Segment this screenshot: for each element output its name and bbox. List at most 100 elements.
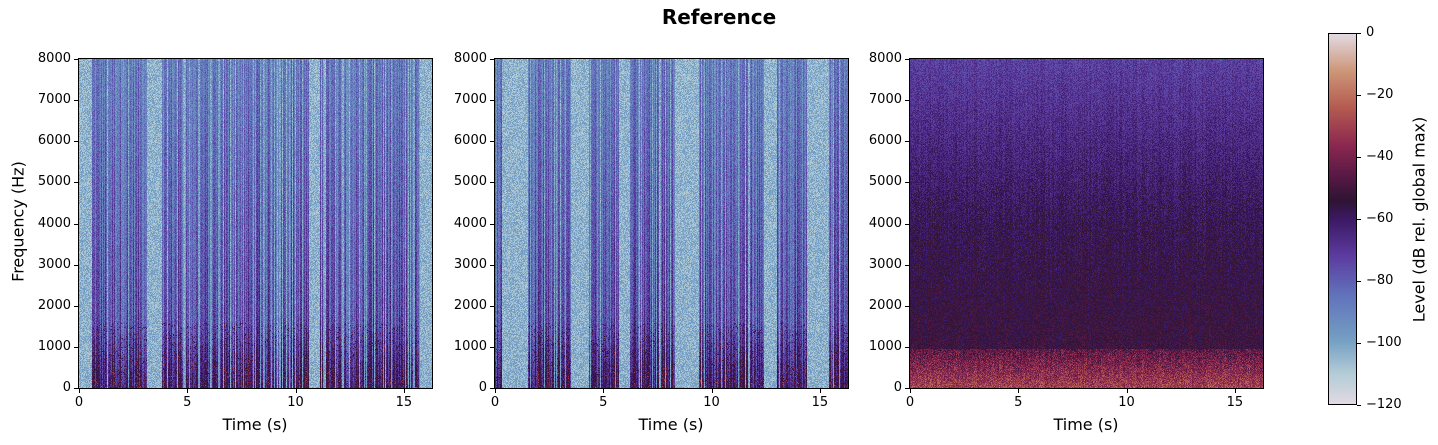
y-tick-label: 3000 [868, 256, 902, 272]
colorbar-tick-mark [1357, 33, 1361, 34]
spectrogram-image-3 [910, 59, 1263, 388]
y-tick-label: 5000 [37, 174, 71, 190]
x-tick-label: 15 [1226, 395, 1244, 410]
y-tick-mark [905, 100, 909, 102]
y-tick-mark [74, 264, 78, 266]
x-axis-label: Time (s) [1053, 415, 1119, 434]
y-tick-label: 4000 [453, 215, 487, 231]
y-tick-label: 8000 [453, 51, 487, 66]
x-tick-label: 10 [287, 395, 304, 410]
figure-title: Reference [661, 5, 777, 29]
x-tick-label: 10 [703, 395, 720, 410]
colorbar [1328, 33, 1357, 405]
spectrogram-panel-1 [78, 58, 433, 389]
y-tick-mark [490, 223, 494, 225]
y-tick-label: 3000 [453, 256, 487, 272]
y-tick-mark [74, 59, 78, 60]
colorbar-tick-label: −100 [1366, 335, 1402, 350]
x-tick-mark [79, 389, 80, 393]
y-tick-mark [905, 346, 909, 348]
y-tick-label: 8000 [37, 51, 71, 66]
y-tick-label: 7000 [453, 92, 487, 108]
x-tick-label: 0 [74, 395, 84, 410]
x-axis-label: Time (s) [222, 415, 288, 434]
y-tick-label: 4000 [37, 215, 71, 231]
colorbar-gradient [1329, 34, 1356, 404]
y-tick-label: 2000 [868, 297, 902, 313]
y-tick-label: 7000 [868, 92, 902, 108]
y-tick-label: 1000 [37, 338, 71, 354]
y-tick-label: 2000 [453, 297, 487, 313]
colorbar-tick-label: −40 [1366, 149, 1394, 164]
colorbar-tick-mark [1357, 219, 1361, 220]
y-tick-mark [74, 141, 78, 143]
x-tick-label: 15 [811, 395, 829, 410]
y-tick-label: 8000 [868, 51, 902, 66]
y-axis-label: Frequency (Hz) [8, 161, 28, 282]
x-tick-mark [1234, 389, 1236, 393]
y-tick-mark [74, 346, 78, 348]
y-tick-label: 2000 [37, 297, 71, 313]
y-tick-mark [74, 305, 78, 307]
y-tick-mark [490, 388, 494, 389]
x-tick-mark [603, 389, 605, 393]
colorbar-tick-label: −60 [1366, 211, 1394, 226]
y-tick-mark [905, 264, 909, 266]
x-tick-label: 0 [905, 395, 915, 410]
y-tick-mark [490, 59, 494, 60]
y-tick-label: 1000 [453, 338, 487, 354]
x-tick-mark [1126, 389, 1128, 393]
x-tick-label: 0 [490, 395, 500, 410]
y-tick-label: 0 [478, 380, 487, 395]
y-tick-label: 0 [893, 380, 902, 395]
spectrogram-panel-2 [494, 58, 849, 389]
y-tick-mark [490, 264, 494, 266]
x-tick-mark [495, 389, 496, 393]
y-tick-mark [74, 182, 78, 184]
y-tick-mark [905, 388, 909, 389]
colorbar-label: Level (dB rel. global max) [1409, 116, 1429, 323]
colorbar-tick-label: −20 [1366, 87, 1394, 102]
y-tick-label: 1000 [868, 338, 902, 354]
y-tick-mark [905, 223, 909, 225]
y-tick-mark [490, 182, 494, 184]
y-tick-mark [490, 305, 494, 307]
x-tick-mark [403, 389, 405, 393]
colorbar-tick-mark [1357, 157, 1361, 158]
y-tick-mark [74, 388, 78, 389]
colorbar-tick-mark [1357, 281, 1361, 282]
x-tick-mark [711, 389, 713, 393]
y-tick-mark [905, 305, 909, 307]
spectrogram-panel-3 [909, 58, 1264, 389]
y-tick-label: 7000 [37, 92, 71, 108]
y-tick-mark [490, 346, 494, 348]
x-axis-label: Time (s) [638, 415, 704, 434]
y-tick-label: 4000 [868, 215, 902, 231]
colorbar-tick-mark [1357, 95, 1361, 96]
colorbar-tick-label: −80 [1366, 273, 1394, 288]
x-tick-label: 5 [1014, 395, 1023, 410]
colorbar-tick-mark [1357, 405, 1361, 406]
y-tick-mark [905, 59, 909, 60]
colorbar-tick-label: 0 [1366, 25, 1375, 40]
y-tick-mark [74, 100, 78, 102]
colorbar-tick-label: −120 [1366, 397, 1402, 412]
y-tick-label: 0 [62, 380, 71, 395]
y-tick-label: 3000 [37, 256, 71, 272]
x-tick-mark [1018, 389, 1020, 393]
x-tick-label: 10 [1118, 395, 1135, 410]
y-tick-label: 5000 [453, 174, 487, 190]
colorbar-tick-mark [1357, 343, 1361, 344]
y-tick-label: 5000 [868, 174, 902, 190]
y-tick-label: 6000 [868, 133, 902, 149]
x-tick-label: 15 [395, 395, 413, 410]
x-tick-mark [910, 389, 911, 393]
x-tick-mark [819, 389, 821, 393]
x-tick-mark [295, 389, 297, 393]
spectrogram-image-1 [79, 59, 432, 388]
y-tick-label: 6000 [453, 133, 487, 149]
y-tick-mark [905, 141, 909, 143]
spectrogram-image-2 [495, 59, 848, 388]
y-tick-mark [490, 141, 494, 143]
y-tick-label: 6000 [37, 133, 71, 149]
